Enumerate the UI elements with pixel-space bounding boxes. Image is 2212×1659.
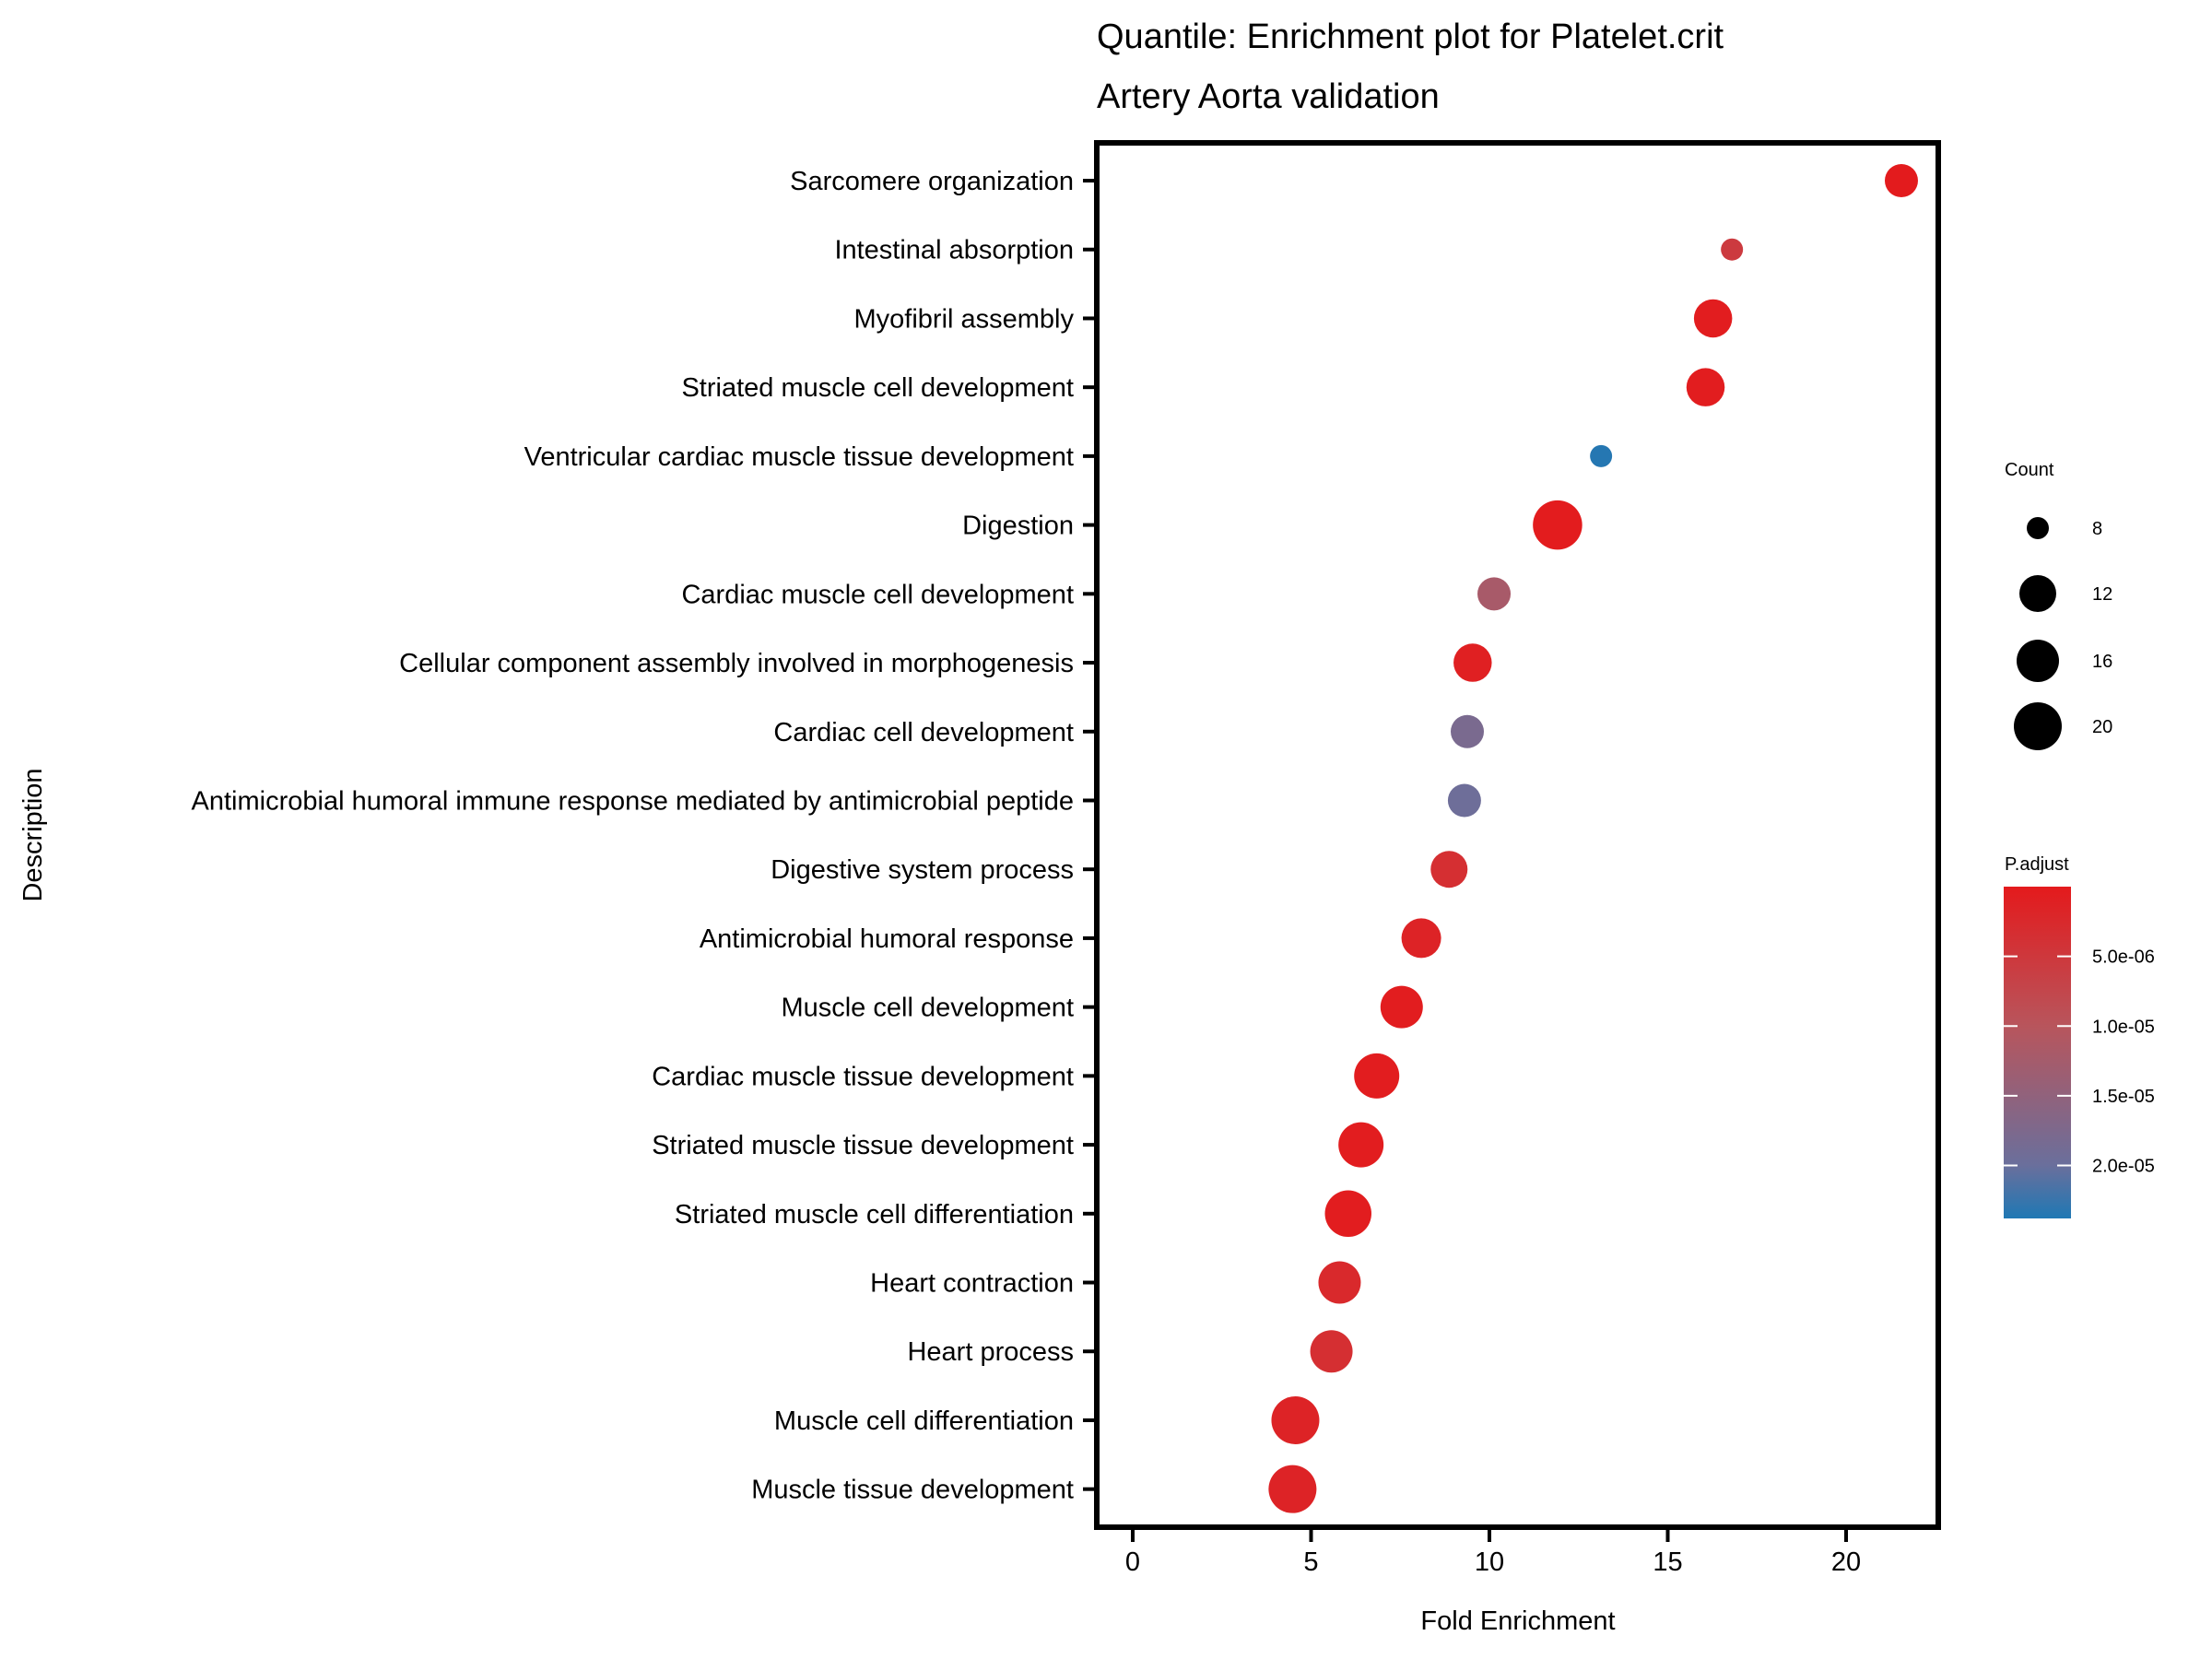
y-axis-labels: Sarcomere organization Intestinal absorpt…: [192, 167, 1075, 1505]
data-points: [1268, 164, 1918, 1513]
y-tick-label: Striated muscle tissue development: [652, 1131, 1074, 1160]
y-tick-label: Digestion: [962, 512, 1074, 541]
x-tick-label: 20: [1831, 1547, 1861, 1577]
y-tick-label: Muscle cell development: [781, 994, 1074, 1023]
data-point: [1380, 985, 1423, 1029]
y-tick-label: Heart process: [907, 1337, 1074, 1367]
y-tick-label: Myofibril assembly: [854, 304, 1075, 334]
color-legend-label: 1.0e-05: [2092, 1017, 2155, 1037]
data-point: [1354, 1053, 1400, 1099]
data-point: [1268, 1465, 1317, 1513]
x-tick-label: 5: [1303, 1547, 1318, 1577]
data-point: [1453, 643, 1492, 682]
data-point: [1477, 577, 1512, 611]
data-point: [1533, 500, 1583, 550]
data-point: [1451, 714, 1485, 748]
y-axis-title: Description: [18, 768, 48, 901]
x-axis-title: Fold Enrichment: [1420, 1606, 1615, 1636]
data-point: [1884, 164, 1918, 197]
color-legend-bar: [2004, 887, 2071, 1218]
color-legend-label: 1.5e-05: [2092, 1087, 2155, 1107]
y-tick-label: Striated muscle cell development: [681, 373, 1074, 403]
plot-panel-border: [1094, 140, 1941, 1530]
color-legend-label: 5.0e-06: [2092, 947, 2155, 968]
size-legend-label: 16: [2092, 652, 2112, 672]
size-legend-key: [2017, 640, 2059, 682]
data-point: [1318, 1261, 1361, 1304]
data-point: [1401, 918, 1441, 959]
data-point: [1693, 299, 1733, 338]
y-tick-label: Cardiac cell development: [773, 718, 1074, 747]
data-point: [1430, 851, 1468, 888]
color-legend-label: 2.0e-05: [2092, 1157, 2155, 1177]
size-legend-label: 8: [2092, 519, 2102, 539]
y-tick-label: Cardiac muscle tissue development: [652, 1062, 1074, 1091]
x-tick-label: 15: [1653, 1547, 1682, 1577]
color-legend-title: P.adjust: [2005, 854, 2069, 875]
size-legend-key: [2027, 517, 2049, 539]
x-tick-label: 10: [1475, 1547, 1504, 1577]
y-tick-label: Heart contraction: [870, 1269, 1074, 1299]
y-tick-label: Digestive system process: [771, 855, 1074, 885]
y-tick-label: Antimicrobial humoral immune response me…: [192, 786, 1074, 816]
data-point: [1590, 444, 1613, 467]
color-legend: 5.0e-06 1.0e-05 1.5e-05 2.0e-05: [2004, 947, 2155, 1177]
size-legend-title: Count: [2005, 460, 2054, 480]
size-legend: 8 12 16 20: [2014, 517, 2112, 750]
data-point: [1271, 1395, 1320, 1444]
y-tick-label: Striated muscle cell differentiation: [675, 1200, 1074, 1230]
size-legend-key: [2019, 575, 2056, 612]
y-tick-label: Sarcomere organization: [790, 167, 1074, 196]
y-tick-label: Intestinal absorption: [834, 236, 1074, 265]
y-tick-label: Ventricular cardiac muscle tissue develo…: [524, 442, 1074, 472]
data-point: [1447, 783, 1481, 818]
x-axis-ticks: 0 5 10 15 20: [1125, 1527, 1861, 1577]
size-legend-label: 20: [2092, 717, 2112, 737]
chart-title: Quantile: Enrichment plot for Platelet.c…: [1097, 18, 1724, 56]
y-tick-label: Cardiac muscle cell development: [681, 580, 1074, 609]
y-tick-label: Muscle tissue development: [751, 1476, 1074, 1505]
data-point: [1721, 238, 1744, 261]
data-point: [1338, 1122, 1384, 1168]
chart-subtitle: Artery Aorta validation: [1097, 77, 1440, 116]
y-tick-label: Cellular component assembly involved in …: [399, 649, 1074, 678]
data-point: [1310, 1330, 1353, 1373]
y-tick-label: Antimicrobial humoral response: [700, 924, 1074, 954]
y-tick-label: Muscle cell differentiation: [774, 1406, 1074, 1436]
data-point: [1324, 1190, 1371, 1238]
size-legend-label: 12: [2092, 584, 2112, 605]
data-point: [1686, 368, 1725, 406]
size-legend-key: [2014, 702, 2062, 750]
x-tick-label: 0: [1125, 1547, 1140, 1577]
